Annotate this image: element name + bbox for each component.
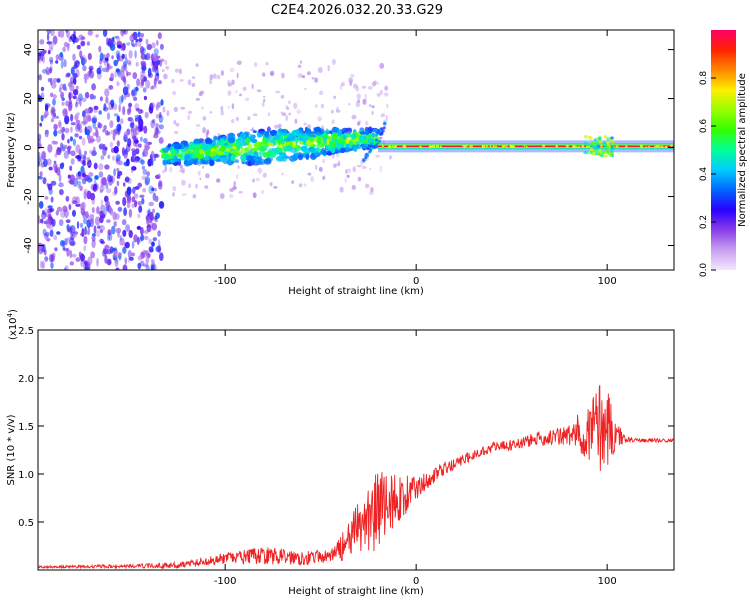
colorbar-tick-label: 0.0 (699, 263, 709, 278)
snr-y-ticks: 0.5 1.0 1.5 2.0 2.5 (18, 326, 674, 529)
y-tick-label: 2.0 (18, 374, 34, 385)
y-tick-label: 0 (23, 144, 34, 150)
snr-y-label: SNR (10 * v/v) (6, 414, 17, 485)
spectrogram-region-track-stable (377, 135, 674, 158)
colorbar-tick-label: 0.6 (699, 119, 709, 134)
snr-x-ticks: -100 0 100 (214, 330, 617, 587)
y-tick-label: -20 (23, 188, 34, 204)
colorbar-tick-label: 0.2 (699, 215, 709, 229)
figure-title: C2E4.2026.032.20.33.G29 (271, 3, 443, 18)
spectrogram-y-ticks: -40 -20 0 20 40 (23, 43, 674, 254)
x-tick-label: -100 (214, 576, 237, 587)
y-tick-label: 20 (23, 92, 34, 105)
snr-plot-area (38, 330, 674, 570)
colorbar-gradient (711, 30, 736, 270)
snr-series-line (38, 385, 674, 570)
colorbar-ticks: 0.0 0.2 0.4 0.6 0.8 (699, 71, 716, 278)
colorbar-tick-label: 0.4 (699, 167, 709, 182)
spectrogram-image (38, 30, 674, 270)
y-tick-label: 2.5 (18, 326, 34, 337)
spectrogram-y-label: Frequency (Hz) (6, 112, 17, 188)
colorbar-tick-label: 0.8 (699, 71, 709, 86)
spectrogram-frame (37, 29, 675, 271)
spectrogram-x-ticks: -100 0 100 (214, 30, 617, 287)
x-tick-label: 0 (413, 576, 419, 587)
x-tick-label: 100 (598, 576, 617, 587)
spectrogram-x-label: Height of straight line (km) (288, 286, 424, 297)
snr-x-label: Height of straight line (km) (288, 586, 424, 597)
snr-scale-label: (x104) (6, 309, 19, 340)
y-tick-label: 1.5 (18, 422, 34, 433)
snr-panel: -100 0 100 0.5 1.0 1.5 2.0 2.5 Height of strai… (6, 309, 675, 597)
spectrogram-panel: -100 0 100 -40 -20 0 20 40 Height of straight … (6, 29, 675, 297)
spectrogram-region-track-noisy (159, 121, 387, 167)
x-tick-label: 100 (598, 276, 617, 287)
x-tick-label: 0 (413, 276, 419, 287)
x-tick-label: -100 (214, 276, 237, 287)
snr-frame (37, 329, 675, 571)
spectrogram-region-noise (38, 30, 392, 270)
y-tick-label: -40 (23, 237, 34, 253)
y-tick-label: 0.5 (18, 518, 34, 529)
y-tick-label: 40 (23, 43, 34, 56)
colorbar-label: Normalized spectral amplitude (737, 73, 748, 227)
colorbar: 0.0 0.2 0.4 0.6 0.8 Normalized spectral ampl… (699, 30, 748, 277)
y-tick-label: 1.0 (18, 470, 34, 481)
